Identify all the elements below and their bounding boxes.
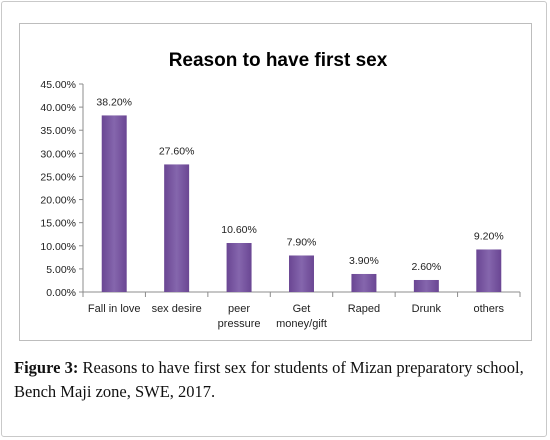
y-tick-label: 10.00% [40,241,76,253]
bar-chart: Reason to have first sex 0.00% 5.00% 10.00… [40,50,521,330]
data-labels: 38.20% 27.60% 10.60% 7.90% 3.90% 2.60% 9.20% [96,96,503,273]
x-tick-label: Raped [348,303,380,315]
data-label: 38.20% [96,96,132,108]
caption-text: Reasons to have first sex for students o… [14,358,524,401]
y-tick-label: 15.00% [40,218,76,230]
bar [101,115,127,292]
bar [351,273,377,292]
y-tick-label: 40.00% [40,102,76,114]
bar [164,164,190,292]
y-tick-label: 0.00% [46,287,76,299]
y-axis: 0.00% 5.00% 10.00% 15.00% 20.00% 25.00% 30.00%… [40,79,84,299]
bar [226,243,252,292]
x-tick-label: Drunk [412,303,442,315]
data-label: 27.60% [159,145,195,157]
data-label: 9.20% [474,230,504,242]
data-label: 2.60% [411,261,441,273]
chart-panel: Reason to have first sex 0.00% 5.00% 10.00… [19,23,532,341]
data-label: 3.90% [349,255,379,267]
x-tick-label: Fall in love [88,303,141,315]
x-tick-label: peer pressure [218,303,261,330]
figure-caption: Figure 3: Reasons to have first sex for … [14,356,538,404]
y-tick-label: 30.00% [40,148,76,160]
x-tick-label: others [473,303,504,315]
x-tick-label: Get money/gift [276,303,327,330]
data-label: 7.90% [287,236,317,248]
y-tick-label: 25.00% [40,171,76,183]
bar [476,249,502,292]
x-axis: Fall in love sex desire peer pressure Get mon… [82,291,521,330]
y-tick-label: 20.00% [40,195,76,207]
caption-label: Figure 3: [14,358,79,377]
y-tick-label: 5.00% [46,264,76,276]
y-tick-label: 35.00% [40,125,76,137]
y-tick-label: 45.00% [40,79,76,91]
chart-title: Reason to have first sex [169,50,388,71]
bar [413,279,439,292]
bar [289,255,314,292]
bars [101,115,502,292]
data-label: 10.60% [221,224,257,236]
x-tick-label: sex desire [152,303,202,315]
